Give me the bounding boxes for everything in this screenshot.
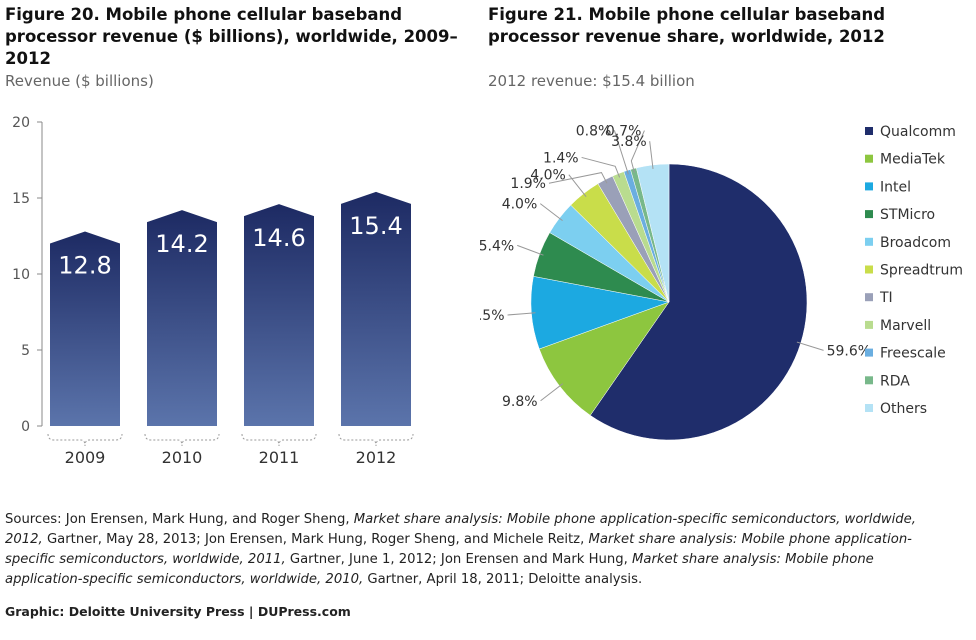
slice-value-label: 0.7% [606,124,642,140]
slice-value-label: 8.5% [480,308,505,324]
sources-segment: Sources: Jon Erensen, Mark Hung, and Rog… [5,512,354,527]
legend-label: RDA [880,373,910,389]
bar-value-label: 15.4 [349,212,402,240]
category-brace [241,433,317,447]
leader-line [540,383,564,402]
slice-value-label: 4.0% [502,197,538,213]
leader-line [548,172,608,184]
sources-segment: Market share analysis: Mobile phone appl… [5,532,912,567]
bar [341,191,411,426]
x-tick-label: 2010 [162,448,203,467]
y-tick-label: 10 [12,267,30,283]
leader-line [568,174,587,198]
legend-label: Marvell [880,318,931,334]
slice-value-label: 4.0% [530,168,566,184]
legend-label: MediaTek [880,152,946,168]
sources-segment: Market share analysis: Mobile phone appl… [5,552,874,587]
x-tick-label: 2011 [259,448,300,467]
x-tick-label: 2009 [65,448,106,467]
x-tick-label: 2012 [356,448,397,467]
sources-note: Sources: Jon Erensen, Mark Hung, and Rog… [5,510,955,590]
slice-value-label: 9.8% [502,394,538,410]
figure-20-title: Figure 20. Mobile phone cellular baseban… [5,5,458,68]
y-tick-label: 20 [12,115,30,131]
sources-segment: Market share analysis: Mobile phone appl… [5,512,916,547]
leader-line [581,156,621,178]
bar-value-label: 14.6 [252,224,305,252]
leader-line [796,341,824,351]
pie-slices [530,163,808,441]
y-tick-label: 15 [12,191,30,207]
slice-value-label: 59.6% [827,343,871,359]
y-tick-label: 0 [21,419,30,435]
sources-segment: Gartner, June 1, 2012; Jon Erensen and M… [285,552,633,567]
graphic-credit: Graphic: Deloitte University Press | DUP… [5,604,351,619]
bar-series: 12.8 2009 14.2 2010 14.6 2011 15.4 2012 [47,191,414,467]
legend-label: Spreadtrum [880,263,963,279]
bar [50,231,120,426]
category-brace [144,433,220,447]
leader-line [613,130,629,175]
bar [147,210,217,426]
legend-swatch [865,237,873,246]
legend-label: Intel [880,179,911,195]
revenue-share-pie-chart: 59.6%9.8%8.5%5.4%4.0%4.0%1.9%1.4%0.8%0.7… [480,123,963,441]
leader-line [539,203,563,222]
category-brace [338,433,414,447]
slice-value-label: 5.4% [480,238,514,254]
legend-label: TI [879,290,893,306]
category-brace [47,433,123,447]
y-axis: 0 5 10 15 20 [12,115,43,435]
bar-value-label: 12.8 [58,251,111,279]
leader-line [630,130,645,173]
pie-labels: 59.6%9.8%8.5%5.4%4.0%4.0%1.9%1.4%0.8%0.7… [480,123,871,409]
legend-swatch [865,293,873,302]
legend-swatch [865,320,873,329]
slice-value-label: 3.8% [611,134,647,150]
legend-swatch [865,210,873,219]
sources-segment: Gartner, April 18, 2011; Deloitte analys… [363,572,643,587]
leader-line [517,244,544,256]
legend-label: Freescale [880,346,946,362]
leader-line [649,141,654,170]
legend-swatch [865,265,873,274]
leader-line [507,312,536,316]
legend-swatch [865,182,873,191]
legend-swatch [865,154,873,163]
legend-swatch [865,127,873,135]
revenue-bar-chart: 0 5 10 15 20 12.8 2009 14.2 2010 14.6 2011 15.4 201… [12,115,414,467]
figure-20-subtitle: Revenue ($ billions) [5,72,154,90]
legend-label: Others [880,401,927,417]
legend-label: STMicro [880,207,935,223]
slice-value-label: 1.4% [543,150,579,166]
figure-21-subtitle: 2012 revenue: $15.4 billion [488,72,695,90]
legend-label: Qualcomm [880,124,956,140]
bar-value-label: 14.2 [155,230,208,258]
slice-value-label: 1.9% [510,176,546,192]
sources-segment: Gartner, May 28, 2013; Jon Erensen, Mark… [42,532,589,547]
legend-label: Broadcom [880,235,951,251]
legend-swatch [865,404,873,412]
figure-21-title: Figure 21. Mobile phone cellular baseban… [488,5,886,46]
legend: Qualcomm MediaTek Intel STMicro Broadcom Spre… [865,124,963,417]
slice-value-label: 0.8% [576,123,612,139]
legend-swatch [865,348,873,357]
legend-swatch [865,376,873,385]
bar [244,204,314,426]
y-tick-label: 5 [21,343,30,359]
